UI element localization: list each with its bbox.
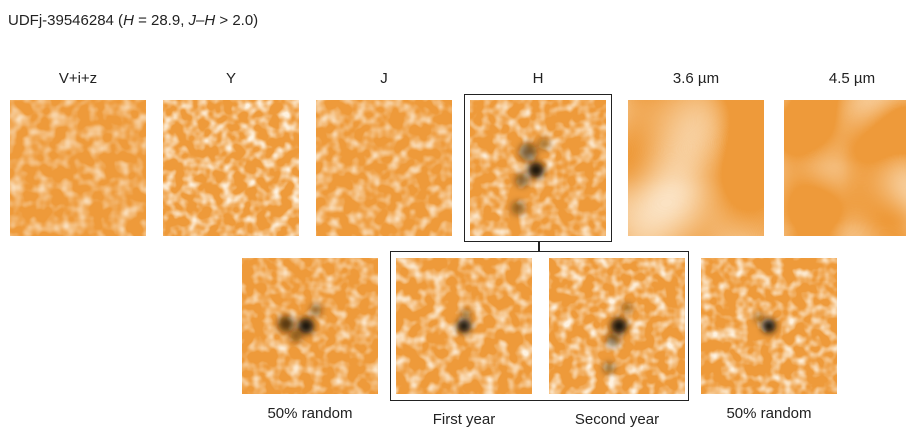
source-blob <box>511 201 525 215</box>
source-blob <box>528 162 544 178</box>
stamp-first-year <box>396 258 532 394</box>
stamp-4p5 <box>784 100 906 236</box>
source-blob <box>611 318 627 334</box>
stamp-noise-texture <box>10 100 146 236</box>
stamp-noise-texture <box>163 100 299 236</box>
frame-connector <box>538 242 540 251</box>
subset-label-second-year: Second year <box>574 411 660 428</box>
stamp-first-year-graphic <box>396 258 532 394</box>
source-blob <box>538 138 550 150</box>
band-label-4p5: 4.5 µm <box>828 70 876 87</box>
source-blob <box>310 304 322 316</box>
band-label-j: J <box>380 70 388 87</box>
stamp-noise-texture <box>784 100 906 236</box>
source-blob <box>519 143 537 161</box>
band-label-h: H <box>532 70 544 87</box>
subset-label-first-year: First year <box>432 411 496 428</box>
band-label-y: Y <box>225 70 236 87</box>
stamp-j <box>316 100 452 236</box>
source-blob <box>278 316 294 332</box>
source-blob <box>754 313 764 323</box>
source-blob <box>290 330 302 342</box>
stamp-3p6-graphic <box>628 100 764 236</box>
source-blob <box>762 319 776 333</box>
stamp-second-year-graphic <box>549 258 685 394</box>
stamp-random-a-graphic <box>242 258 378 394</box>
stamp-vizz <box>10 100 146 236</box>
source-blob <box>622 303 632 313</box>
stamp-random-b-graphic <box>701 258 837 394</box>
subset-label-random-a: 50% random <box>267 405 353 422</box>
stamp-second-year <box>549 258 685 394</box>
stamp-y-graphic <box>163 100 299 236</box>
stamp-vizz-graphic <box>10 100 146 236</box>
stamp-random-a <box>242 258 378 394</box>
source-blob <box>606 333 620 347</box>
source-blob <box>603 362 615 374</box>
source-blob <box>515 173 529 187</box>
stamp-j-graphic <box>316 100 452 236</box>
stamp-noise-texture <box>628 100 764 236</box>
stamp-y <box>163 100 299 236</box>
stamp-3p6 <box>628 100 764 236</box>
figure-title: UDFj-39546284 (H = 28.9, J–H > 2.0) <box>8 12 259 29</box>
source-blob <box>461 309 471 319</box>
stamp-h <box>470 100 606 236</box>
source-blob <box>457 319 471 333</box>
band-label-vizz: V+i+z <box>58 70 98 87</box>
stamp-noise-texture <box>316 100 452 236</box>
source-blob <box>298 318 314 334</box>
stamp-h-graphic <box>470 100 606 236</box>
stamp-4p5-graphic <box>784 100 906 236</box>
stamp-random-b <box>701 258 837 394</box>
subset-label-random-b: 50% random <box>726 405 812 422</box>
band-label-3p6: 3.6 µm <box>672 70 720 87</box>
